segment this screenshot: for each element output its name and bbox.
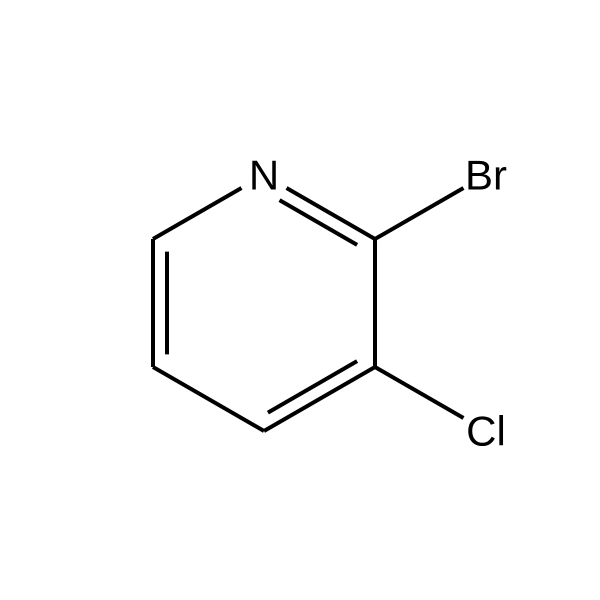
molecule-diagram: N Br Cl: [0, 0, 600, 600]
bond-C3-Cl: [375, 367, 463, 418]
bond-C2-Br: [375, 188, 463, 239]
bond-C4-C5: [153, 367, 264, 431]
atom-label-cl: Cl: [466, 408, 506, 455]
bond-C6-N1: [153, 188, 241, 239]
bond-C3-C4: [264, 367, 375, 431]
atom-label-br: Br: [465, 152, 507, 199]
atom-label-n1: N: [249, 152, 279, 199]
